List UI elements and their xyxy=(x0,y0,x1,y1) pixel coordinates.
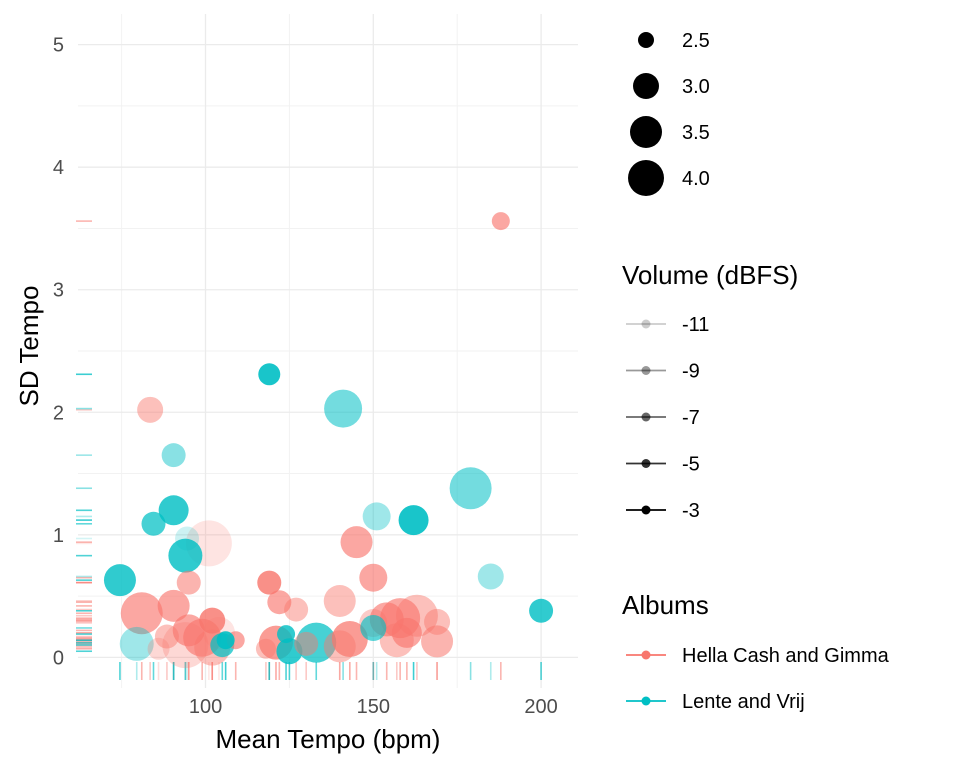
albums-legend-label: Lente and Vrij xyxy=(682,691,805,713)
data-point xyxy=(119,626,154,661)
data-point xyxy=(154,624,179,649)
y-tick-label: 2 xyxy=(53,402,64,424)
size-legend-key xyxy=(633,73,659,99)
data-point xyxy=(255,638,276,659)
data-point xyxy=(157,589,190,622)
size-legend-label: 3.0 xyxy=(682,76,710,98)
data-point xyxy=(477,563,504,590)
size-legend-label: 3.5 xyxy=(682,122,710,144)
albums-legend-title: Albums xyxy=(622,590,709,620)
data-point xyxy=(137,396,164,423)
data-point xyxy=(449,467,492,510)
grid: 100 150 200 0 1 2 3 4 5 xyxy=(53,14,578,718)
axes: Mean Tempo (bpm) SD Tempo xyxy=(14,286,440,754)
data-point xyxy=(199,607,226,634)
data-point xyxy=(323,630,356,663)
size-legend-key xyxy=(628,160,664,196)
albums-legend-key xyxy=(641,696,651,706)
data-point xyxy=(360,614,387,641)
data-point xyxy=(294,631,319,656)
y-axis-title: SD Tempo xyxy=(14,286,44,407)
data-point xyxy=(103,564,136,597)
y-tick-label: 3 xyxy=(53,280,64,302)
data-point xyxy=(277,625,296,644)
data-point xyxy=(421,625,454,658)
size-legend-label: 2.5 xyxy=(682,30,710,52)
volume-legend-label: -3 xyxy=(682,500,700,522)
data-point xyxy=(359,563,388,592)
data-point xyxy=(296,622,337,663)
y-tick-label: 0 xyxy=(53,647,64,669)
legend: 2.5 3.0 3.5 4.0 Volume (dBFS) -11 -9 -7 -5 -3 Albu… xyxy=(622,30,890,713)
data-point xyxy=(175,526,200,551)
data-point xyxy=(267,590,292,615)
data-point xyxy=(172,614,205,647)
volume-legend-label: -7 xyxy=(682,407,700,429)
data-point xyxy=(331,620,368,657)
data-point xyxy=(216,631,235,650)
data-point xyxy=(158,495,189,526)
volume-legend-key xyxy=(641,505,651,515)
x-tick-label: 100 xyxy=(189,696,222,718)
volume-legend-key xyxy=(641,319,651,329)
volume-legend-key xyxy=(641,366,651,375)
data-point xyxy=(391,617,422,648)
data-point xyxy=(141,511,166,536)
data-point xyxy=(323,584,356,617)
data-point xyxy=(398,505,429,536)
data-point xyxy=(424,608,451,635)
rug xyxy=(76,220,542,680)
data-point xyxy=(168,538,203,573)
volume-legend-key xyxy=(641,412,651,422)
volume-legend-key xyxy=(641,459,651,468)
data-point xyxy=(284,597,309,622)
size-legend-key xyxy=(638,32,654,48)
y-tick-label: 1 xyxy=(53,525,64,547)
data-point xyxy=(529,598,554,623)
data-point xyxy=(258,363,281,386)
volume-legend-label: -5 xyxy=(682,454,700,476)
volume-legend-title: Volume (dBFS) xyxy=(622,260,798,290)
x-axis-title: Mean Tempo (bpm) xyxy=(216,724,441,754)
data-point xyxy=(161,443,186,468)
albums-legend-key xyxy=(641,650,651,660)
data-point xyxy=(120,592,163,635)
size-legend-key xyxy=(630,116,662,148)
data-point xyxy=(362,502,391,531)
data-point xyxy=(340,526,373,559)
x-tick-label: 150 xyxy=(357,696,390,718)
data-point xyxy=(276,638,303,665)
data-point xyxy=(176,570,201,595)
y-tick-label: 4 xyxy=(53,157,64,179)
volume-legend-label: -11 xyxy=(682,314,709,336)
y-tick-label: 5 xyxy=(53,35,64,57)
data-point xyxy=(147,637,170,660)
data-point xyxy=(257,570,282,595)
albums-legend-label: Hella Cash and Gimma xyxy=(682,645,890,667)
size-legend-label: 4.0 xyxy=(682,168,710,190)
volume-legend-label: -9 xyxy=(682,361,700,383)
data-point xyxy=(324,389,363,428)
data-point xyxy=(491,212,510,231)
points xyxy=(103,212,554,669)
x-tick-label: 200 xyxy=(524,696,557,718)
